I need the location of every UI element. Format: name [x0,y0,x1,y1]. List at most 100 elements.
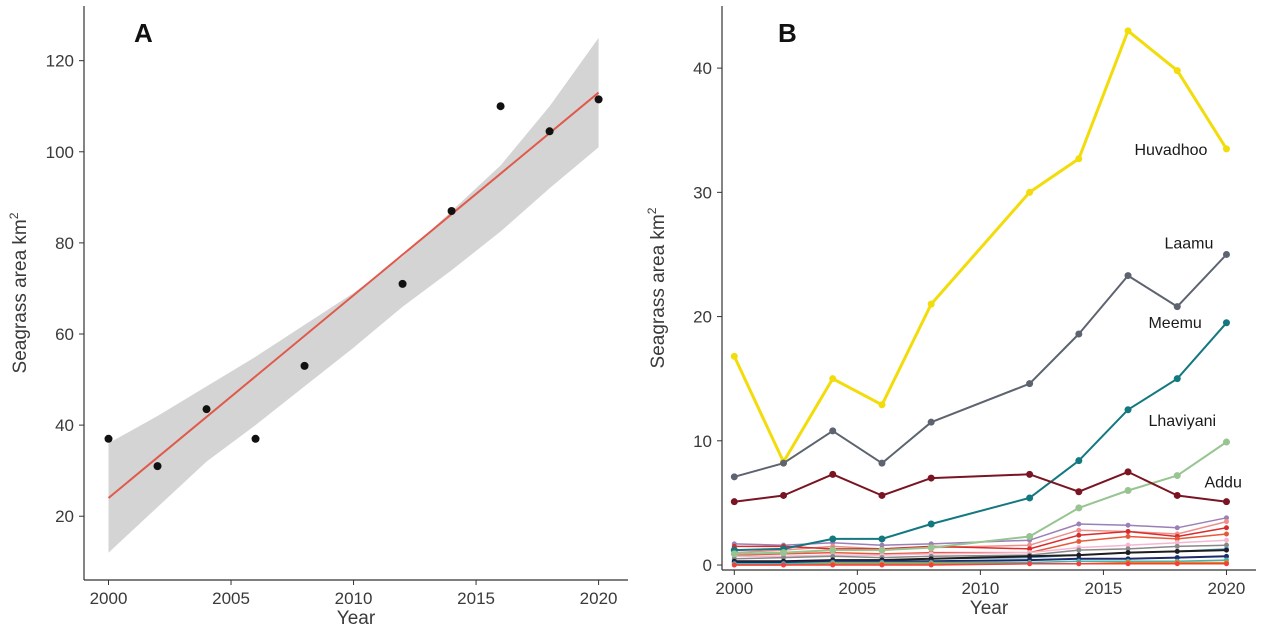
series-point [829,470,837,478]
data-point [300,361,309,370]
panel-b-y-tick-label: 20 [693,308,712,327]
series-point [1173,303,1181,311]
data-point [104,434,113,443]
panel-a-x-axis-title: Year [337,608,376,629]
series-point [878,401,886,409]
panel-b-x-tick-label: 2000 [715,579,753,598]
series-point [1125,522,1131,528]
series-point [927,300,935,308]
series-point [927,418,935,426]
series-point [1124,406,1132,414]
series-point [1027,542,1033,548]
series-point [1174,543,1180,549]
panel-a-y-tick-label: 120 [46,52,74,71]
series-point [1173,491,1181,499]
panel-b-x-axis-title: Year [970,598,1009,619]
series-line [734,527,1227,550]
series-point [730,473,738,481]
series-point [730,550,738,558]
panel-b-x-tick-label: 2010 [961,579,999,598]
series-line [734,253,1228,478]
series-point [1174,555,1180,561]
series-point [1223,519,1229,525]
series-point [1223,561,1229,567]
series-point [1223,515,1229,521]
series-point [1124,468,1132,476]
panel-b-y-axis-title: Seagrass area km2 [645,207,669,368]
series-point [1173,67,1181,75]
series-point [1076,521,1082,527]
series-point [1223,525,1229,531]
data-point [251,434,260,443]
panel-b-x-tick-label: 2020 [1208,579,1246,598]
series-point [1174,536,1180,542]
panel-a-y-tick-label: 40 [55,416,74,435]
series-line [734,559,1227,565]
series-point [927,474,935,482]
series-point [1026,380,1034,388]
series-point [1076,552,1082,558]
series-point [1174,525,1180,531]
series-point [1027,553,1033,559]
series-point [1076,538,1082,544]
series-point [1075,457,1083,465]
series-point [1173,472,1181,480]
series-label-lhaviyani: Lhaviyani [1148,413,1216,430]
panel-b-y-tick-label: 10 [693,432,712,451]
series-point [1026,470,1034,478]
series-point [1124,272,1132,280]
series-point [927,544,935,552]
data-point [153,462,162,471]
series-point [1223,542,1229,548]
series-point [829,535,837,543]
series-point [1124,27,1132,35]
series-point [730,498,738,506]
series-point [1174,540,1180,546]
series-point [1125,561,1131,567]
series-line [734,555,1227,564]
panel-a-x-tick-label: 2010 [335,589,373,608]
series-point [1075,155,1083,163]
series-line [734,563,1227,566]
series-point [879,542,885,548]
data-point [594,95,603,104]
panel-b-y-tick-label: 40 [693,59,712,78]
panel-a-x-tick-label: 2005 [212,589,250,608]
series-point [830,553,836,559]
series-point [730,352,738,360]
panel-a-y-tick-label: 80 [55,234,74,253]
series-point [780,491,788,499]
series-point [1125,542,1131,548]
series-point [1124,486,1132,494]
series-label-meemu: Meemu [1148,315,1201,332]
series-point [1075,488,1083,496]
series-point [1076,561,1082,567]
series-point [1026,494,1034,502]
data-point [545,127,554,136]
series-point [1125,546,1131,552]
series-label-laamu: Laamu [1164,235,1213,252]
panel-a-letter: A [134,18,153,48]
panel-a-y-axis-title: Seagrass area km2 [7,212,31,373]
data-point [202,405,211,414]
series-line [734,549,1227,563]
panel-a-x-tick-label: 2015 [457,589,495,608]
data-point [398,279,407,288]
series-point [878,491,886,499]
series-line [734,322,1228,552]
series-point [830,562,836,568]
panel-b-x-tick-label: 2005 [838,579,876,598]
panel-a-y-tick-label: 60 [55,325,74,344]
series-point [1223,547,1229,553]
series-line [734,539,1227,558]
series-point [1076,527,1082,533]
series-point [927,520,935,528]
series-point [1026,188,1034,196]
series-line [732,29,1228,464]
data-point [447,207,456,215]
series-point [829,427,837,435]
series-point [731,562,737,568]
series-point [1222,498,1230,506]
